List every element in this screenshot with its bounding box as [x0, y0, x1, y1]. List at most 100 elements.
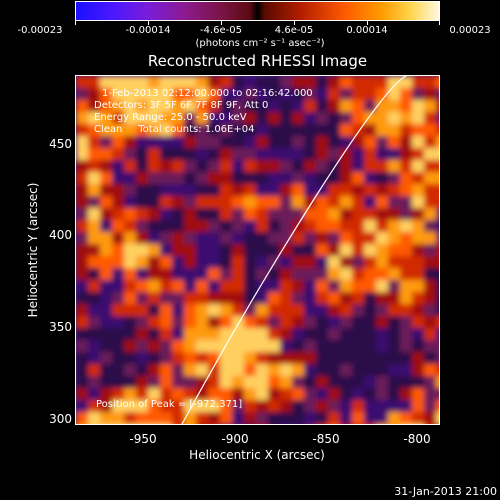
intensity-cell [136, 184, 149, 197]
intensity-cell [436, 412, 439, 424]
intensity-cell [292, 292, 305, 305]
intensity-cell [340, 76, 353, 89]
intensity-cell [388, 148, 401, 161]
intensity-cell [124, 256, 137, 269]
intensity-cell [304, 232, 317, 245]
intensity-cell [172, 88, 185, 101]
intensity-cell [364, 112, 377, 125]
intensity-cell [232, 268, 245, 281]
intensity-cell [124, 304, 137, 317]
intensity-cell [88, 112, 101, 125]
intensity-cell [328, 328, 341, 341]
intensity-cell [208, 100, 221, 113]
intensity-cell [76, 172, 89, 185]
intensity-cell [292, 412, 305, 424]
intensity-cell [172, 280, 185, 293]
intensity-cell [196, 424, 209, 425]
intensity-cell [196, 268, 209, 281]
intensity-cell [424, 412, 437, 424]
intensity-cell [352, 292, 365, 305]
intensity-cell [208, 340, 221, 353]
intensity-cell [220, 88, 233, 101]
intensity-cell [172, 76, 185, 89]
intensity-cell [244, 412, 257, 424]
intensity-cell [340, 304, 353, 317]
intensity-cell [232, 280, 245, 293]
intensity-cell [100, 376, 113, 389]
intensity-cell [376, 172, 389, 185]
intensity-cell [328, 268, 341, 281]
intensity-cell [232, 184, 245, 197]
intensity-cell [136, 124, 149, 137]
colorbar-tick [439, 21, 440, 25]
intensity-cell [316, 136, 329, 149]
intensity-cell [304, 244, 317, 257]
intensity-cell [124, 400, 137, 413]
intensity-cell [304, 76, 317, 89]
intensity-cell [376, 400, 389, 413]
intensity-cell [220, 304, 233, 317]
intensity-cell [436, 304, 439, 317]
intensity-cell [340, 244, 353, 257]
intensity-cell [256, 232, 269, 245]
intensity-cell [280, 76, 293, 89]
intensity-cell [160, 364, 173, 377]
intensity-cell [88, 304, 101, 317]
intensity-cell [184, 100, 197, 113]
intensity-cell [376, 280, 389, 293]
intensity-cell [340, 256, 353, 269]
intensity-cell [280, 400, 293, 413]
intensity-cell [160, 280, 173, 293]
intensity-cell [304, 316, 317, 329]
intensity-cell [364, 328, 377, 341]
intensity-cell [364, 184, 377, 197]
intensity-cell [124, 160, 137, 173]
intensity-cell [112, 412, 125, 424]
intensity-cell [388, 76, 401, 89]
intensity-cell [184, 196, 197, 209]
intensity-cell [400, 292, 413, 305]
intensity-cell [112, 220, 125, 233]
intensity-cell [148, 328, 161, 341]
intensity-cell [208, 400, 221, 413]
intensity-cell [376, 100, 389, 113]
colorbar-units: (photons cm⁻² s⁻¹ asec⁻²) [195, 38, 325, 49]
rhessi-image: 1-Feb-2013 02:12:00.000 to 02:16:42.000 … [75, 75, 440, 425]
intensity-cell [340, 196, 353, 209]
intensity-cell [436, 244, 439, 257]
intensity-cell [88, 208, 101, 221]
intensity-cell [208, 352, 221, 365]
intensity-cell [256, 412, 269, 424]
intensity-cell [304, 148, 317, 161]
intensity-cell [328, 304, 341, 317]
intensity-cell [388, 388, 401, 401]
intensity-cell [400, 340, 413, 353]
intensity-cell [148, 148, 161, 161]
intensity-cell [136, 148, 149, 161]
intensity-cell [112, 136, 125, 149]
y-tick-label: 300 [49, 412, 72, 426]
intensity-cell [112, 232, 125, 245]
intensity-cell [340, 400, 353, 413]
intensity-cell [316, 112, 329, 125]
intensity-cell [160, 256, 173, 269]
intensity-cell [436, 292, 439, 305]
intensity-cell [244, 76, 257, 89]
intensity-cell [412, 88, 425, 101]
intensity-cell [304, 304, 317, 317]
intensity-cell [232, 256, 245, 269]
intensity-cell [220, 100, 233, 113]
intensity-cell [424, 208, 437, 221]
intensity-cell [436, 280, 439, 293]
intensity-cell [340, 112, 353, 125]
intensity-cell [88, 148, 101, 161]
intensity-cell [292, 232, 305, 245]
intensity-cell [124, 424, 137, 425]
intensity-cell [412, 424, 425, 425]
intensity-cell [208, 220, 221, 233]
intensity-cell [136, 412, 149, 424]
intensity-cell [208, 148, 221, 161]
clean-total-counts: Clean Total counts: 1.06E+04 [94, 124, 255, 135]
intensity-cell [388, 172, 401, 185]
intensity-cell [76, 112, 89, 125]
